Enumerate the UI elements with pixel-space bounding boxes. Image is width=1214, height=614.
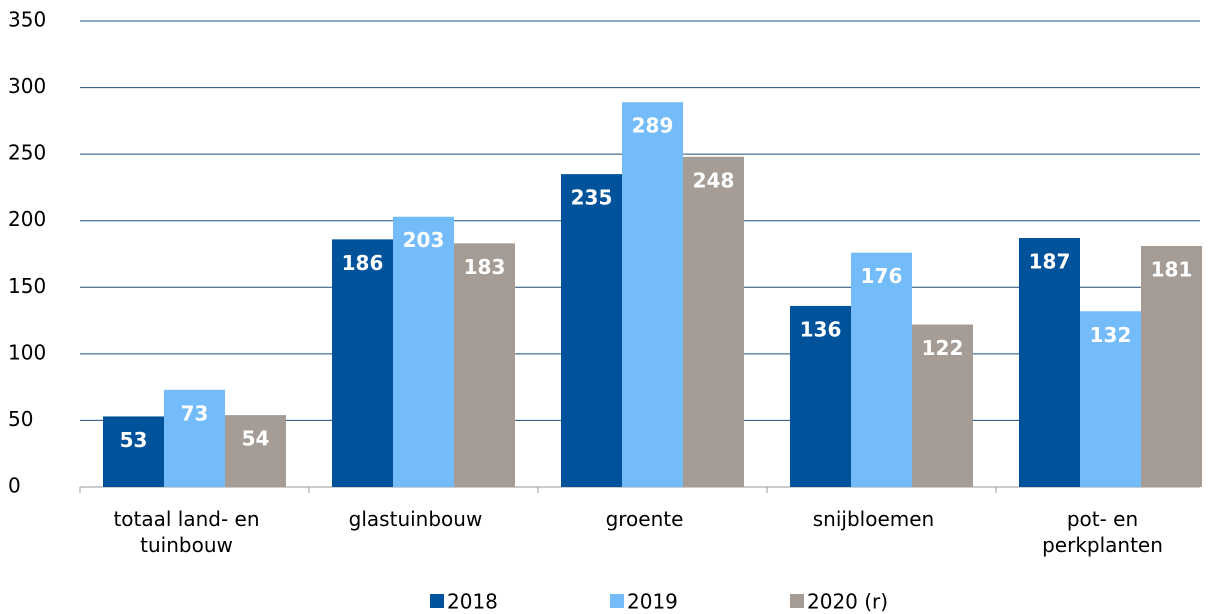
legend-swatch (430, 594, 444, 608)
bar (332, 239, 393, 487)
value-label: 136 (800, 317, 842, 341)
bar (103, 416, 164, 487)
legend-swatch (790, 594, 804, 608)
value-label: 122 (922, 336, 964, 360)
bar (1080, 311, 1141, 487)
value-label: 235 (571, 186, 613, 210)
y-tick-label: 0 (8, 474, 21, 498)
y-tick-label: 350 (8, 8, 46, 32)
x-tick-label: pot- en perkplanten (1042, 507, 1163, 557)
bar (561, 174, 622, 487)
bar (454, 243, 515, 487)
value-label: 203 (403, 228, 445, 252)
value-label: 289 (632, 114, 674, 138)
value-label: 73 (181, 401, 209, 425)
legend-swatch (610, 594, 624, 608)
x-tick-label: totaal land- en tuinbouw (113, 507, 260, 557)
x-tick-label: glastuinbouw (348, 507, 483, 531)
value-label: 176 (861, 264, 903, 288)
bar (622, 102, 683, 488)
bar (683, 156, 744, 487)
value-label: 132 (1090, 323, 1132, 347)
bar (1141, 246, 1202, 487)
value-label: 53 (120, 428, 148, 452)
bar (225, 415, 286, 487)
legend-label: 2020 (r) (807, 590, 888, 614)
y-tick-label: 250 (8, 141, 46, 165)
y-tick-label: 200 (8, 207, 46, 231)
x-tick-label: groente (605, 507, 684, 531)
y-tick-label: 150 (8, 274, 46, 298)
y-tick-label: 50 (8, 407, 33, 431)
bar (393, 216, 454, 487)
value-label: 183 (464, 255, 506, 279)
value-label: 186 (342, 251, 384, 275)
y-tick-label: 100 (8, 340, 46, 364)
bar (790, 305, 851, 487)
legend-label: 2019 (627, 590, 678, 614)
value-label: 181 (1151, 258, 1193, 282)
bar (912, 324, 973, 487)
bar (851, 252, 912, 487)
value-label: 54 (242, 427, 270, 451)
value-label: 187 (1029, 250, 1071, 274)
x-tick-label: snijbloemen (812, 507, 935, 531)
value-label: 248 (693, 168, 735, 192)
bar (1019, 238, 1080, 487)
bar (164, 389, 225, 487)
y-tick-label: 300 (8, 74, 46, 98)
legend-label: 2018 (447, 590, 498, 614)
